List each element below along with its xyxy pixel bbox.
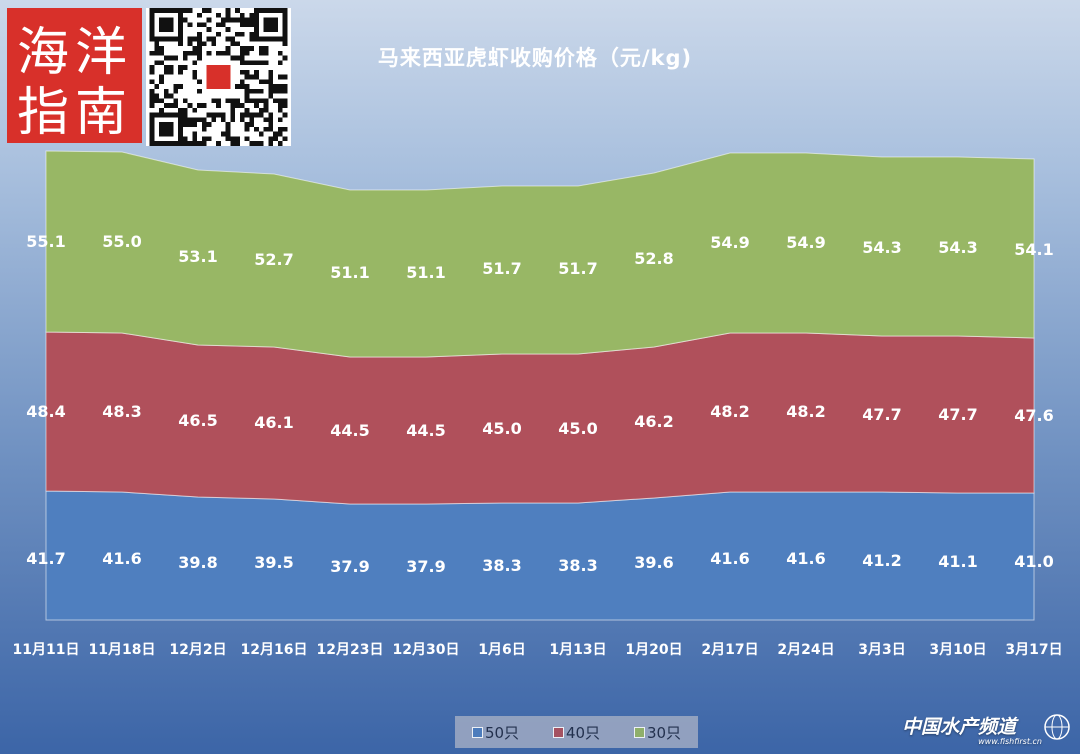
brand-logo: 海 洋 指 南 (7, 8, 142, 143)
x-tick-label: 11月11日 (13, 642, 80, 658)
logo-char-4: 南 (75, 83, 127, 143)
data-label: 48.3 (102, 402, 141, 421)
data-label: 51.7 (482, 259, 521, 278)
x-tick-label: 3月10日 (929, 642, 986, 658)
legend-item-40: 40只 (552, 722, 601, 743)
x-tick-label: 3月17日 (1005, 642, 1062, 658)
logo-char-1: 海 (17, 23, 69, 83)
data-label: 54.1 (1014, 240, 1053, 259)
qr-code (146, 8, 291, 146)
legend-item-30: 30只 (633, 722, 682, 743)
data-label: 47.6 (1014, 406, 1053, 425)
data-label: 54.9 (786, 233, 825, 252)
data-label: 44.5 (330, 421, 369, 440)
globe-icon (1044, 714, 1070, 740)
data-labels: 41.7 41.6 39.8 39.5 37.9 37.9 38.3 38.3 39.6 41.6… (26, 232, 1053, 576)
legend-label-50: 50只 (484, 723, 520, 742)
data-label: 41.1 (938, 552, 977, 571)
data-label: 45.0 (558, 419, 597, 438)
area-series-2 (45, 150, 1035, 358)
x-tick-label: 3月3日 (858, 642, 905, 658)
legend-label-40: 40只 (565, 723, 601, 742)
x-tick-label: 2月17日 (701, 642, 758, 658)
legend-swatch-40 (552, 726, 564, 738)
watermark: 中国水产频道 www.fishfirst.cn (902, 712, 1042, 746)
data-label: 48.2 (786, 402, 825, 421)
data-label: 41.6 (102, 549, 141, 568)
data-label: 48.2 (710, 402, 749, 421)
data-label: 52.7 (254, 250, 293, 269)
x-tick-label: 12月16日 (241, 642, 308, 658)
data-label: 55.0 (102, 232, 141, 251)
x-tick-label: 12月23日 (317, 642, 384, 658)
logo-char-3: 指 (17, 83, 69, 143)
data-label: 38.3 (482, 556, 521, 575)
data-label: 51.1 (406, 263, 445, 282)
data-label: 41.7 (26, 549, 65, 568)
data-label: 44.5 (406, 421, 445, 440)
watermark-url: www.fishfirst.cn (978, 737, 1042, 746)
x-tick-label: 1月20日 (625, 642, 682, 658)
data-label: 51.7 (558, 259, 597, 278)
data-label: 38.3 (558, 556, 597, 575)
legend: 50只 40只 30只 (455, 716, 698, 748)
data-label: 37.9 (330, 557, 369, 576)
data-label: 41.6 (786, 549, 825, 568)
x-tick-label: 2月24日 (777, 642, 834, 658)
data-label: 55.1 (26, 232, 65, 251)
data-label: 39.6 (634, 553, 673, 572)
data-label: 53.1 (178, 247, 217, 266)
data-label: 54.3 (862, 238, 901, 257)
logo-char-2: 洋 (75, 23, 127, 83)
data-label: 41.0 (1014, 552, 1053, 571)
data-label: 52.8 (634, 249, 673, 268)
data-label: 39.8 (178, 553, 217, 572)
x-tick-label: 12月2日 (169, 642, 226, 658)
data-label: 48.4 (26, 402, 65, 421)
data-label: 46.5 (178, 411, 217, 430)
legend-label-30: 30只 (646, 723, 682, 742)
legend-item-50: 50只 (471, 722, 520, 743)
x-tick-label: 11月18日 (89, 642, 156, 658)
x-axis-tick-labels: 11月11日 11月18日 12月2日 12月16日 12月23日 12月30日 1月6日 1… (13, 642, 1063, 658)
watermark-text: 中国水产频道 (902, 716, 1017, 738)
data-label: 41.6 (710, 549, 749, 568)
data-label: 51.1 (330, 263, 369, 282)
x-tick-label: 1月13日 (549, 642, 606, 658)
chart-title: 马来西亚虎虾收购价格（元/kg) (377, 46, 693, 70)
series-areas (45, 150, 1035, 621)
data-label: 47.7 (862, 405, 901, 424)
data-label: 45.0 (482, 419, 521, 438)
data-label: 54.3 (938, 238, 977, 257)
legend-swatch-30 (633, 726, 645, 738)
data-label: 46.1 (254, 413, 293, 432)
legend-swatch-50 (471, 726, 483, 738)
data-label: 46.2 (634, 412, 673, 431)
data-label: 41.2 (862, 551, 901, 570)
data-label: 39.5 (254, 553, 293, 572)
x-tick-label: 1月6日 (478, 642, 525, 658)
data-label: 47.7 (938, 405, 977, 424)
x-tick-label: 12月30日 (393, 642, 460, 658)
data-label: 37.9 (406, 557, 445, 576)
data-label: 54.9 (710, 233, 749, 252)
